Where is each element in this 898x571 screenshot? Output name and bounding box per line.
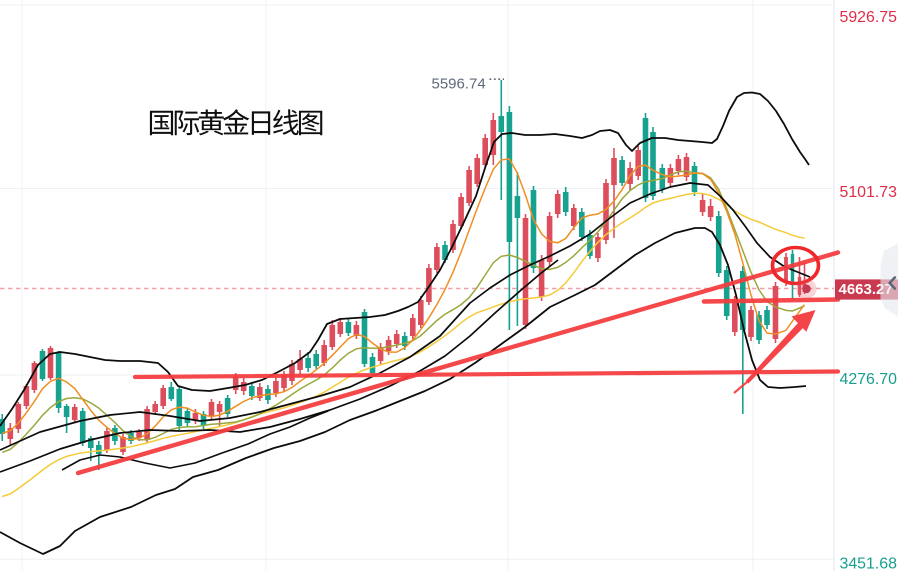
svg-text:3451.68: 3451.68 <box>840 555 898 571</box>
svg-text:5101.73: 5101.73 <box>840 184 898 201</box>
svg-text:4276.70: 4276.70 <box>840 371 898 388</box>
svg-text:4663.27: 4663.27 <box>839 281 893 298</box>
svg-text:5596.74: 5596.74 <box>432 76 486 93</box>
svg-text:5926.75: 5926.75 <box>840 9 898 26</box>
